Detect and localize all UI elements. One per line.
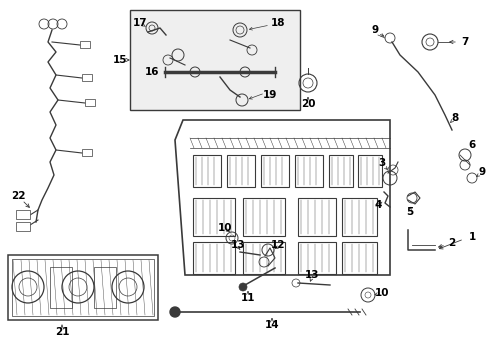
Text: 9: 9 <box>478 167 486 177</box>
Bar <box>193 242 235 274</box>
Text: 1: 1 <box>468 232 476 242</box>
Text: 6: 6 <box>468 140 476 150</box>
Bar <box>358 155 382 187</box>
Bar <box>82 74 92 81</box>
Text: 5: 5 <box>406 207 414 217</box>
Bar <box>16 222 30 231</box>
Text: 13: 13 <box>305 270 319 280</box>
Bar <box>329 155 353 187</box>
Text: 20: 20 <box>301 99 315 109</box>
Circle shape <box>239 283 247 291</box>
Text: 11: 11 <box>241 293 255 303</box>
Text: 10: 10 <box>375 288 389 298</box>
Bar <box>193 198 235 236</box>
Text: 22: 22 <box>11 191 25 201</box>
Bar <box>342 198 377 236</box>
Text: 16: 16 <box>145 67 159 77</box>
Bar <box>261 155 289 187</box>
Bar <box>295 155 323 187</box>
Bar <box>193 155 221 187</box>
Bar <box>243 242 285 274</box>
Text: 8: 8 <box>451 113 459 123</box>
Text: 17: 17 <box>133 18 147 28</box>
Bar <box>130 10 300 110</box>
Text: 14: 14 <box>265 320 279 330</box>
Text: 2: 2 <box>448 238 456 248</box>
Bar <box>80 41 90 48</box>
Text: 12: 12 <box>271 240 285 250</box>
Text: 3: 3 <box>378 158 386 168</box>
Bar <box>85 99 95 106</box>
Bar <box>8 255 158 320</box>
Bar <box>16 210 30 219</box>
Bar <box>243 198 285 236</box>
Bar <box>227 155 255 187</box>
Text: 19: 19 <box>263 90 277 100</box>
Bar <box>298 242 336 274</box>
Bar <box>342 242 377 274</box>
Circle shape <box>170 307 180 317</box>
Bar <box>50 267 72 308</box>
Text: 9: 9 <box>371 25 379 35</box>
Bar <box>12 259 154 316</box>
Text: 21: 21 <box>55 327 69 337</box>
Text: 4: 4 <box>374 200 382 210</box>
Text: 15: 15 <box>113 55 127 65</box>
Bar <box>82 149 92 156</box>
Bar <box>94 267 116 308</box>
Text: 18: 18 <box>271 18 285 28</box>
Bar <box>298 198 336 236</box>
Text: 10: 10 <box>218 223 232 233</box>
Text: 13: 13 <box>231 240 245 250</box>
Text: 7: 7 <box>461 37 469 47</box>
